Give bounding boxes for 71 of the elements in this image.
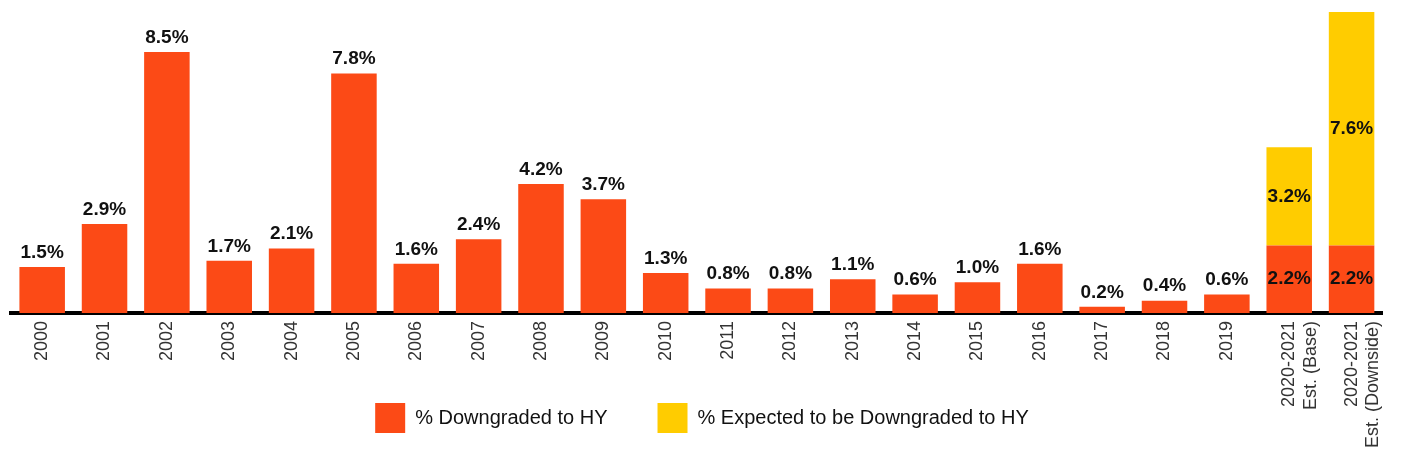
- x-tick-label: 2020-2021 Est. (Base): [1278, 321, 1320, 411]
- bar: [892, 294, 938, 313]
- bar: [1266, 245, 1312, 313]
- x-tick-label: 2010: [654, 321, 675, 362]
- x-tick-label: 2006: [405, 321, 426, 362]
- x-tick-label: 2013: [841, 321, 862, 362]
- bar: [580, 199, 627, 313]
- data-label: 1.6%: [1018, 237, 1062, 259]
- data-label: 3.2%: [1267, 184, 1311, 206]
- bar: [206, 260, 252, 313]
- data-label: 0.8%: [768, 262, 813, 284]
- x-tick-label: 2014: [904, 321, 925, 362]
- data-label: 7.6%: [1329, 116, 1374, 138]
- x-tick-label: 2011: [717, 321, 738, 360]
- bar: [642, 273, 689, 313]
- bar: [19, 266, 65, 313]
- bar: [144, 51, 190, 313]
- bar: [1079, 306, 1125, 313]
- data-label: 0.8%: [706, 262, 750, 284]
- data-label: 2.2%: [1267, 267, 1311, 289]
- data-label: 1.5%: [20, 240, 64, 262]
- x-tick-label: 2002: [155, 321, 176, 362]
- data-label: 3.7%: [581, 173, 626, 195]
- x-tick-label: 2004: [280, 321, 301, 362]
- bar: [331, 73, 377, 313]
- x-tick-label: 2019: [1215, 321, 1236, 362]
- data-label: 0.4%: [1142, 274, 1187, 296]
- data-label: 1.7%: [207, 234, 251, 256]
- data-label: 1.3%: [644, 246, 688, 268]
- bar: [1204, 294, 1250, 313]
- bar: [705, 288, 751, 313]
- data-label: 0.2%: [1080, 280, 1124, 302]
- bar: [1017, 263, 1063, 313]
- bar: [518, 184, 564, 313]
- bar: [1328, 12, 1375, 246]
- data-label: 7.8%: [332, 47, 376, 69]
- bar: [830, 279, 876, 313]
- bar: [1141, 300, 1188, 313]
- bar: [1266, 147, 1312, 246]
- x-tick-label: 2001: [93, 321, 114, 362]
- data-label: 2.9%: [82, 197, 127, 219]
- data-label: 2.4%: [456, 213, 501, 235]
- x-tick-label: 2017: [1091, 321, 1112, 362]
- data-label: 1.1%: [831, 252, 875, 274]
- bar: [268, 248, 315, 313]
- data-label: 2.2%: [1329, 267, 1374, 289]
- bar: [767, 288, 814, 313]
- x-tick-label: 2015: [966, 321, 987, 362]
- x-tick-label: 2016: [1028, 321, 1049, 362]
- data-label: 0.6%: [893, 268, 937, 290]
- data-label: 2.1%: [269, 222, 314, 244]
- x-tick-label: 2005: [342, 321, 363, 362]
- x-tick-label: 2000: [31, 321, 52, 362]
- data-label: 1.6%: [394, 237, 439, 259]
- legend-label: % Expected to be Downgraded to HY: [697, 405, 1029, 428]
- data-label: 0.6%: [1205, 268, 1249, 290]
- data-label: 1.0%: [955, 256, 1000, 278]
- bar: [455, 239, 502, 313]
- x-tick-label: 2008: [529, 321, 550, 362]
- bar: [81, 223, 128, 313]
- x-tick-label: 2018: [1153, 321, 1174, 362]
- x-tick-label: 2012: [779, 321, 800, 362]
- bar: [954, 282, 1001, 313]
- legend-label: % Downgraded to HY: [415, 405, 608, 428]
- x-tick-label: 2009: [592, 321, 613, 362]
- x-tick-label: 2007: [467, 321, 488, 362]
- data-label: 8.5%: [145, 25, 189, 47]
- x-tick-label: 2003: [218, 321, 239, 362]
- x-tick-label: 2020-2021 Est. (Downside): [1340, 321, 1383, 449]
- data-label: 4.2%: [519, 157, 563, 179]
- bar: [393, 263, 440, 313]
